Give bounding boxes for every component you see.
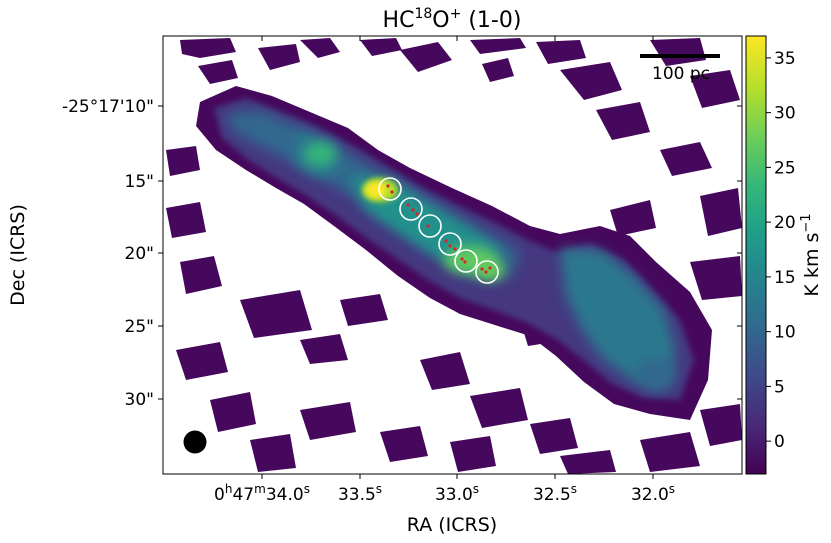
colorbar-tick-label: 5 bbox=[774, 377, 785, 397]
map-frame bbox=[162, 35, 743, 475]
marker bbox=[488, 266, 492, 270]
noise-patches bbox=[166, 38, 742, 474]
x-tick-label: 33.5s bbox=[338, 482, 382, 505]
x-tick-label: 0h47m34.0s bbox=[214, 482, 310, 505]
emission-map: 100 pc bbox=[163, 36, 742, 474]
colorbar-tick-label: 10 bbox=[774, 323, 796, 343]
y-tick-label: -25°17'10" bbox=[62, 97, 154, 117]
marker bbox=[444, 239, 448, 243]
marker bbox=[448, 244, 452, 248]
ring-4 bbox=[438, 232, 462, 256]
ring-group bbox=[378, 177, 499, 284]
chart-title: HC18O+ (1-0) bbox=[383, 6, 522, 33]
colorbar-tick-label: 20 bbox=[774, 213, 796, 233]
x-axis-label: RA (ICRS) bbox=[407, 514, 497, 536]
marker bbox=[415, 212, 419, 216]
marker-group bbox=[386, 184, 492, 274]
scale-bar-label: 100 pc bbox=[652, 64, 710, 84]
y-tick-label: 25" bbox=[125, 317, 154, 337]
x-axis: 0h47m34.0s 33.5s 33.0s 32.5s 32.0s RA (I… bbox=[214, 36, 675, 536]
marker bbox=[453, 247, 457, 251]
marker bbox=[390, 190, 394, 194]
y-axis: -25°17'10" 15" 20" 25" 30" Dec (ICRS) bbox=[7, 97, 742, 410]
y-tick-label: 20" bbox=[125, 244, 154, 264]
beam-ellipse bbox=[183, 430, 207, 454]
marker bbox=[386, 184, 390, 188]
colorbar-tick-label: 25 bbox=[774, 158, 796, 178]
colorbar-ticks: 0 5 10 15 20 25 30 35 bbox=[766, 49, 796, 452]
ring-2 bbox=[399, 197, 423, 221]
colorbar-tick-label: 35 bbox=[774, 49, 796, 69]
colorbar: 0 5 10 15 20 25 30 35 K km s−1 bbox=[745, 35, 823, 475]
colorbar-tick-label: 30 bbox=[774, 104, 796, 124]
x-tick-label: 33.0s bbox=[435, 482, 479, 505]
x-tick-label: 32.0s bbox=[631, 482, 675, 505]
marker bbox=[411, 208, 415, 212]
x-tick-label: 32.5s bbox=[533, 482, 577, 505]
ring-6 bbox=[475, 260, 499, 284]
ring-5 bbox=[454, 249, 478, 273]
ring-3 bbox=[418, 214, 442, 238]
marker bbox=[463, 260, 467, 264]
y-tick-label: 30" bbox=[125, 390, 154, 410]
colorbar-tick-label: 15 bbox=[774, 268, 796, 288]
marker bbox=[460, 257, 464, 261]
marker bbox=[426, 224, 430, 228]
colorbar-tick-label: 0 bbox=[774, 432, 785, 452]
scale-bar: 100 pc bbox=[640, 54, 720, 84]
marker bbox=[484, 270, 488, 274]
colorbar-label: K km s−1 bbox=[799, 213, 823, 296]
colorbar-gradient bbox=[745, 35, 767, 475]
y-axis-label: Dec (ICRS) bbox=[7, 204, 29, 306]
y-tick-label: 15" bbox=[125, 172, 154, 192]
ring-1 bbox=[378, 177, 402, 201]
marker bbox=[480, 267, 484, 271]
marker bbox=[406, 203, 410, 207]
